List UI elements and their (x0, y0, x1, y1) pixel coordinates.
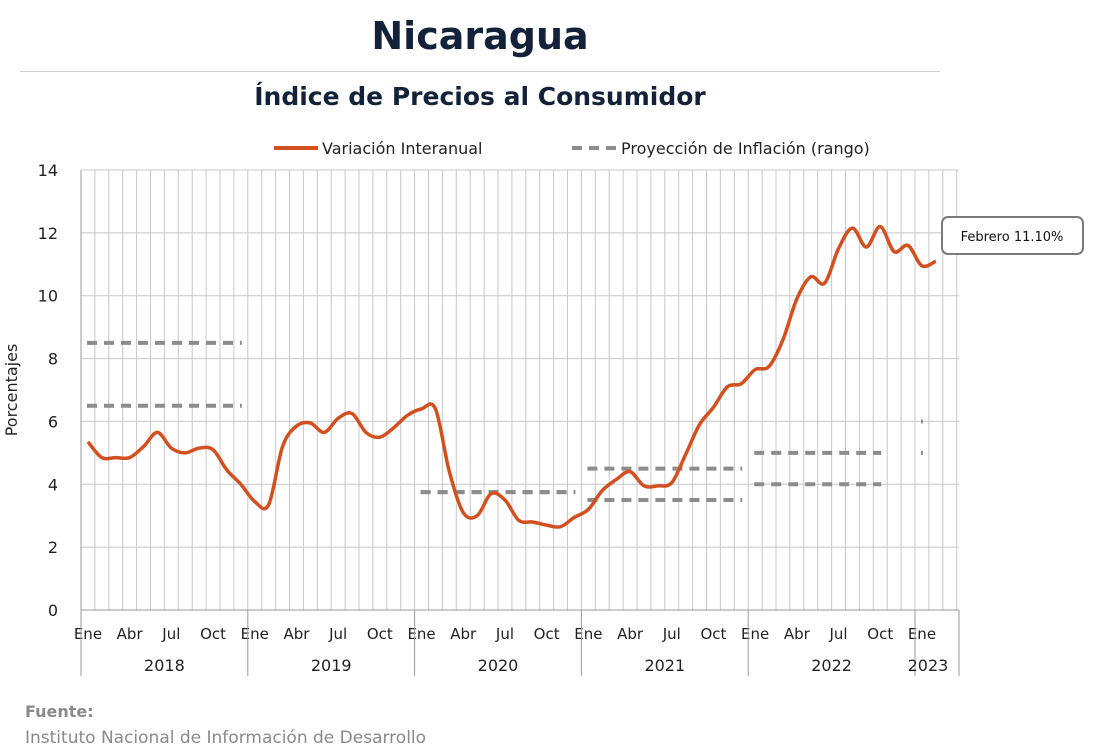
x-month-label: Ene (574, 625, 602, 643)
x-month-label: Jul (495, 625, 514, 643)
x-month-label: Abr (784, 625, 811, 643)
x-month-label: Jul (161, 625, 180, 643)
x-month-label: Oct (867, 625, 893, 643)
source-label: Fuente: (25, 702, 94, 721)
x-month-label: Oct (200, 625, 226, 643)
x-year-label: 2023 (908, 656, 949, 675)
y-tick-label: 6 (48, 412, 58, 431)
source-text: Instituto Nacional de Información de Des… (25, 728, 427, 748)
x-month-label: Jul (828, 625, 847, 643)
x-month-label: Jul (662, 625, 681, 643)
x-month-label: Jul (328, 625, 347, 643)
y-tick-label: 4 (48, 475, 58, 494)
x-month-label: Ene (407, 625, 435, 643)
y-tick-label: 14 (38, 161, 58, 180)
callout-box (941, 216, 1084, 255)
y-tick-label: 8 (48, 350, 58, 369)
x-year-label: 2021 (644, 656, 685, 675)
chart-title: Nicaragua (371, 14, 589, 58)
x-month-label: Oct (700, 625, 726, 643)
x-month-label: Abr (283, 625, 310, 643)
x-year-label: 2018 (144, 656, 185, 675)
x-month-label: Oct (367, 625, 393, 643)
series-line-variacion-interanual (86, 224, 937, 529)
y-tick-label: 10 (38, 287, 58, 306)
chart-subtitle: Índice de Precios al Consumidor (254, 82, 706, 111)
title-divider (20, 71, 940, 72)
x-year-label: 2022 (811, 656, 852, 675)
callout-label: Febrero 11.10% (961, 230, 1064, 245)
y-tick-label: 0 (48, 601, 58, 620)
x-month-label: Ene (74, 625, 102, 643)
x-month-label: Ene (241, 625, 269, 643)
legend-label-variacion: Variación Interanual (322, 139, 482, 158)
x-year-label: 2019 (311, 656, 352, 675)
y-tick-label: 12 (38, 224, 58, 243)
legend-label-proyeccion: Proyección de Inflación (rango) (621, 139, 870, 158)
y-tick-label: 2 (48, 538, 58, 557)
x-month-label: Abr (617, 625, 644, 643)
y-axis-title: Porcentajes (2, 344, 21, 437)
x-month-label: Oct (534, 625, 560, 643)
x-month-label: Ene (741, 625, 769, 643)
x-month-label: Ene (908, 625, 936, 643)
x-year-label: 2020 (478, 656, 519, 675)
x-month-label: Abr (450, 625, 477, 643)
x-month-label: Abr (117, 625, 144, 643)
